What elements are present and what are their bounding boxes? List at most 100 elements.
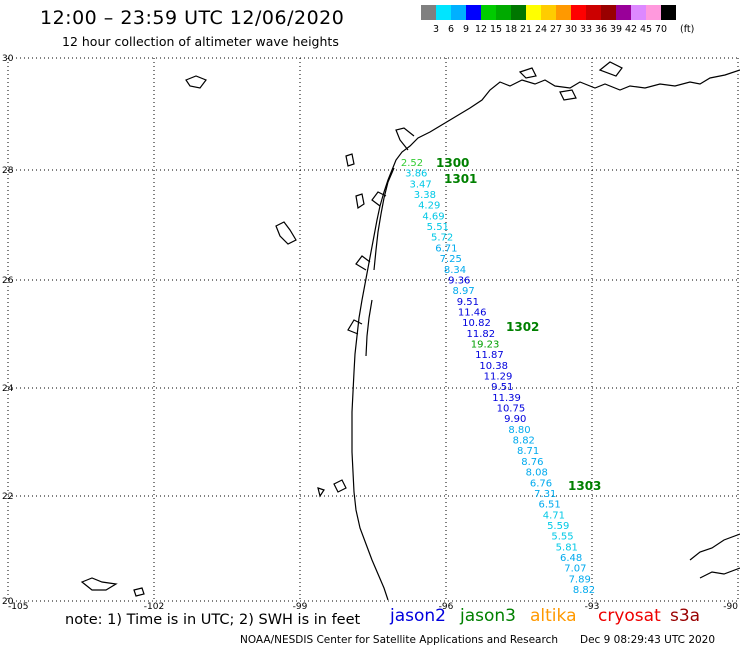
scale-label: 12 xyxy=(474,24,488,35)
wave-height-value: 8.08 xyxy=(526,468,548,479)
scale-label: 42 xyxy=(624,24,638,35)
scale-label: 45 xyxy=(639,24,653,35)
latitude-label: 20 xyxy=(2,597,14,607)
latitude-labels: 30 28 26 24 22 20 xyxy=(2,54,14,607)
scale-label: 27 xyxy=(549,24,563,35)
scale-swatch xyxy=(466,5,481,20)
scale-swatch xyxy=(661,5,676,20)
wave-height-value: 11.82 xyxy=(466,329,495,340)
wave-height-track: 2.523.863.473.384.294.695.515.726.717.25… xyxy=(401,158,595,596)
wave-height-value: 11.46 xyxy=(458,307,487,318)
wave-height-value: 3.86 xyxy=(405,169,427,180)
pass-number-label: 1301 xyxy=(444,172,477,186)
pass-number-label: 1303 xyxy=(568,479,601,493)
wave-height-value: 5.51 xyxy=(427,222,449,233)
footer-note: note: 1) Time is in UTC; 2) SWH is in fe… xyxy=(65,612,361,628)
lat-lon-grid xyxy=(7,57,739,602)
latitude-label: 26 xyxy=(2,276,14,286)
wave-height-value: 4.69 xyxy=(422,211,444,222)
wave-height-value: 4.71 xyxy=(543,510,565,521)
wave-height-value: 8.76 xyxy=(521,457,543,468)
wave-height-value: 8.71 xyxy=(517,446,539,457)
wave-height-value: 2.52 xyxy=(401,158,423,169)
wave-height-value: 9.51 xyxy=(457,297,479,308)
wave-height-value: 5.72 xyxy=(431,233,453,244)
wave-height-value: 9.36 xyxy=(448,275,470,286)
wave-height-value: 9.51 xyxy=(491,382,513,393)
wave-height-value: 19.23 xyxy=(471,339,500,350)
wave-height-value: 9.90 xyxy=(504,414,526,425)
scale-swatch xyxy=(631,5,646,20)
wave-height-value: 6.76 xyxy=(530,478,552,489)
scale-swatch xyxy=(601,5,616,20)
wave-height-value: 6.71 xyxy=(435,243,457,254)
pass-number-label: 1302 xyxy=(506,320,539,334)
wave-height-value: 6.51 xyxy=(538,500,560,511)
satellite-legend-altika: altika xyxy=(530,606,577,626)
scale-label: 70 xyxy=(654,24,668,35)
scale-label: 30 xyxy=(564,24,578,35)
scale-unit: (ft) xyxy=(680,24,695,35)
wave-height-value: 5.55 xyxy=(551,532,573,543)
wave-height-value: 8.97 xyxy=(452,286,474,297)
scale-swatch xyxy=(571,5,586,20)
scale-swatch xyxy=(481,5,496,20)
wave-height-value: 8.82 xyxy=(513,436,535,447)
scale-label: 3 xyxy=(432,24,440,35)
scale-label: 33 xyxy=(579,24,593,35)
wave-height-value: 11.39 xyxy=(492,393,521,404)
wave-height-value: 5.59 xyxy=(547,521,569,532)
pass-number-label: 1300 xyxy=(436,156,469,170)
wave-height-value: 8.82 xyxy=(573,585,595,596)
wave-height-value: 7.89 xyxy=(569,574,591,585)
scale-label: 39 xyxy=(609,24,623,35)
longitude-label: -99 xyxy=(293,602,308,612)
wave-height-value: 11.29 xyxy=(484,372,513,383)
scale-label: 24 xyxy=(534,24,548,35)
scale-swatch xyxy=(451,5,466,20)
longitude-label: -102 xyxy=(144,602,164,612)
wave-height-value: 8.80 xyxy=(508,425,530,436)
longitude-label: -93 xyxy=(585,602,600,612)
wave-height-value: 7.31 xyxy=(534,489,556,500)
scale-label: 18 xyxy=(504,24,518,35)
longitude-label: -90 xyxy=(723,602,738,612)
pass-labels: 1300 1301 1302 1303 xyxy=(436,156,601,493)
generated-timestamp: Dec 9 08:29:43 UTC 2020 xyxy=(580,634,716,646)
longitude-labels: -105 -102 -99 -96 -93 -90 xyxy=(8,602,738,612)
scale-swatch xyxy=(586,5,601,20)
latitude-label: 22 xyxy=(2,492,13,502)
scale-label: 21 xyxy=(519,24,533,35)
satellite-legend-jason3: jason3 xyxy=(460,606,516,626)
coastline xyxy=(80,61,740,601)
satellite-legend-cryosat: cryosat xyxy=(598,606,661,626)
latitude-label: 24 xyxy=(2,384,14,394)
wave-height-value: 3.38 xyxy=(414,190,436,201)
scale-swatch xyxy=(421,5,436,20)
map-subtitle: 12 hour collection of altimeter wave hei… xyxy=(62,34,339,49)
wave-height-value: 6.48 xyxy=(560,553,582,564)
credit-line: NOAA/NESDIS Center for Satellite Applica… xyxy=(240,634,558,646)
scale-swatch xyxy=(496,5,511,20)
longitude-label: -96 xyxy=(439,602,454,612)
satellite-legend-s3a: s3a xyxy=(670,606,701,626)
scale-swatch xyxy=(541,5,556,20)
latitude-label: 28 xyxy=(2,166,14,176)
wave-height-value: 4.29 xyxy=(418,201,440,212)
wave-height-value: 7.25 xyxy=(440,254,462,265)
scale-label: 6 xyxy=(447,24,455,35)
map-title: 12:00 – 23:59 UTC 12/06/2020 xyxy=(40,7,345,29)
scale-swatch xyxy=(436,5,451,20)
scale-swatch xyxy=(616,5,631,20)
scale-swatch xyxy=(511,5,526,20)
wave-height-value: 8.34 xyxy=(444,265,466,276)
wave-height-value: 10.75 xyxy=(497,404,526,415)
wave-height-value: 3.47 xyxy=(409,179,431,190)
wave-height-value: 10.82 xyxy=(462,318,491,329)
wave-height-value: 7.07 xyxy=(564,564,586,575)
wave-height-value: 10.38 xyxy=(479,361,508,372)
scale-swatch xyxy=(556,5,571,20)
scale-label: 9 xyxy=(462,24,470,35)
scale-swatch xyxy=(646,5,661,20)
